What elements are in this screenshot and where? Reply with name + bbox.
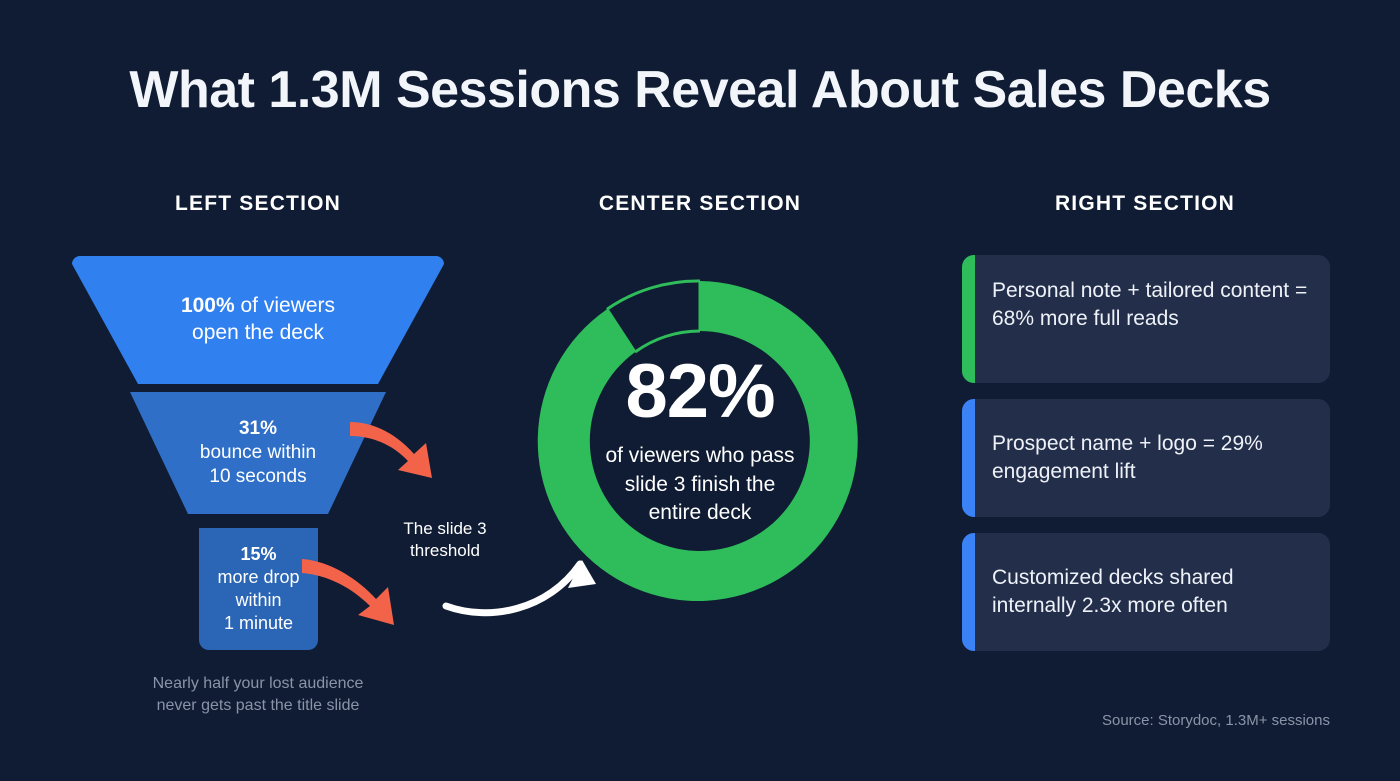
orange-arrow-icon-1: [340, 418, 450, 488]
section-heading-center: CENTER SECTION: [598, 192, 802, 215]
page-title: What 1.3M Sessions Reveal About Sales De…: [129, 61, 1271, 119]
insight-card-text: Customized decks shared internally 2.3x …: [992, 565, 1234, 617]
insight-card-list: Personal note + tailored content = 68% m…: [962, 255, 1330, 667]
funnel-chart: 100% of viewers open the deck 31% bounce…: [0, 240, 470, 670]
funnel-stage-1: 100% of viewers open the deck: [72, 256, 444, 384]
insight-card[interactable]: Personal note + tailored content = 68% m…: [962, 255, 1330, 383]
funnel-stage-1-value: 100%: [180, 294, 235, 318]
funnel-stage-2-shape: [130, 392, 386, 514]
insight-card[interactable]: Customized decks shared internally 2.3x …: [962, 533, 1330, 651]
funnel-stage-2-text: 31% bounce within 10 seconds: [200, 417, 316, 490]
section-heading-right: RIGHT SECTION: [1054, 192, 1236, 215]
funnel-stage-3-label: more drop: [217, 566, 300, 587]
threshold-line1: The slide 3: [403, 519, 487, 538]
funnel-stage-3-label3: 1 minute: [223, 613, 294, 634]
funnel-stage-3-value: 15%: [240, 543, 277, 564]
funnel-stage-2: 31% bounce within 10 seconds: [130, 392, 386, 514]
card-accent-bar: [962, 255, 975, 383]
threshold-line2: threshold: [410, 541, 480, 561]
card-accent-bar: [962, 533, 975, 651]
funnel-note-line2: never gets past the title slide: [156, 697, 360, 715]
funnel-stage-3: 15% more drop within 1 minute: [199, 528, 318, 650]
insight-card[interactable]: Prospect name + logo = 29% engagement li…: [962, 399, 1330, 517]
funnel-stage-2-value: 31%: [238, 417, 277, 439]
funnel-stage-3-text: 15% more drop within 1 minute: [217, 543, 299, 635]
funnel-stage-1-label: of viewers: [234, 294, 336, 318]
insight-card-text: Prospect name + logo = 29% engagement li…: [992, 431, 1263, 483]
funnel-stage-3-shape: [199, 528, 318, 650]
funnel-stage-2-label: bounce within: [199, 441, 317, 463]
source-attribution: Source: Storydoc, 1.3M+ sessions: [1101, 712, 1330, 729]
threshold-annotation: The slide 3 threshold: [370, 518, 520, 563]
funnel-stage-1-shape: [72, 256, 444, 384]
card-accent-bar: [962, 399, 975, 517]
funnel-note: Nearly half your lost audience never get…: [78, 673, 438, 717]
funnel-stage-2-label2: 10 seconds: [209, 466, 307, 488]
funnel-stage-3-label2: within: [235, 590, 282, 610]
funnel-stage-1-text: 100% of viewers open the deck: [181, 293, 335, 347]
section-heading-left: LEFT SECTION: [174, 192, 342, 215]
curved-arrow-icon: [440, 540, 610, 620]
insight-card-text: Personal note + tailored content = 68% m…: [992, 279, 1308, 331]
funnel-note-line1: Nearly half your lost audience: [152, 675, 364, 692]
donut-chart: [505, 246, 895, 636]
funnel-stage-1-label2: open the deck: [192, 321, 324, 344]
orange-arrow-icon-2: [296, 555, 406, 630]
